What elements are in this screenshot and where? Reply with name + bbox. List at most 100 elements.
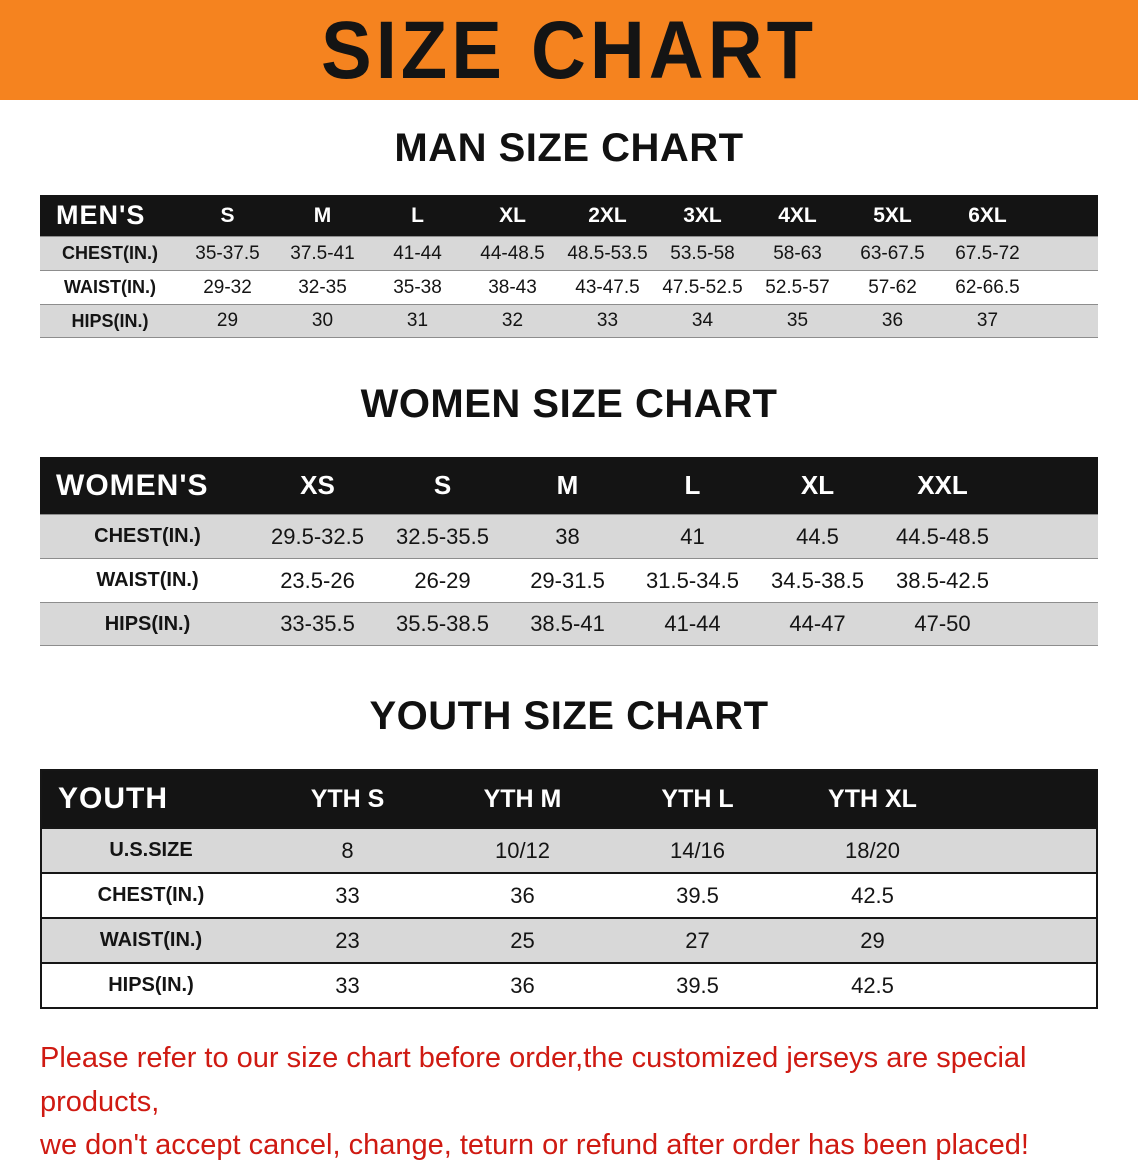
table-row: CHEST(IN.) 35-37.5 37.5-41 41-44 44-48.5 48.5… <box>40 236 1098 270</box>
table-row: WAIST(IN.) 23.5-26 26-29 29-31.5 31.5-34.5 34… <box>40 558 1098 602</box>
value-cell: 47.5-52.5 <box>662 276 743 298</box>
value-cell: 23.5-26 <box>280 567 355 593</box>
size-column-header: M <box>556 470 579 500</box>
value-cell: 35-37.5 <box>195 242 260 264</box>
size-column-header: 3XL <box>683 203 722 227</box>
size-column-header: XL <box>499 203 526 227</box>
size-column-header: YTH M <box>483 784 562 813</box>
size-column-header: YTH L <box>661 784 734 813</box>
table-row: HIPS(IN.) 33 36 39.5 42.5 <box>42 962 1096 1007</box>
table-header-row: YOUTH YTH S YTH M YTH L YTH XL <box>42 771 1096 827</box>
table-header-row: MEN'S S M L XL 2XL 3XL 4XL 5XL 6XL <box>40 195 1098 236</box>
table-row: CHEST(IN.) 33 36 39.5 42.5 <box>42 872 1096 917</box>
table-title-cell: WOMEN'S <box>56 468 209 502</box>
value-cell: 58-63 <box>773 242 822 264</box>
value-cell: 39.5 <box>676 882 719 908</box>
value-cell: 32 <box>501 310 524 331</box>
size-column-header: XS <box>300 470 335 500</box>
value-cell: 34.5-38.5 <box>771 567 864 593</box>
value-cell: 10/12 <box>494 837 551 863</box>
value-cell: 27 <box>685 927 710 953</box>
value-cell: 38 <box>555 523 580 549</box>
row-label: WAIST(IN.) <box>64 277 156 297</box>
row-label: CHEST(IN.) <box>62 243 158 263</box>
size-column-header: 2XL <box>588 203 627 227</box>
value-cell: 36 <box>881 310 904 331</box>
value-cell: 29 <box>860 927 885 953</box>
value-cell: 38.5-41 <box>530 611 605 636</box>
value-cell: 44-47 <box>789 611 846 636</box>
value-cell: 44.5-48.5 <box>896 523 989 549</box>
value-cell: 33 <box>335 882 360 908</box>
value-cell: 25 <box>510 927 535 953</box>
youth-section-heading: YOUTH SIZE CHART <box>369 694 769 738</box>
size-column-header: 5XL <box>873 203 912 227</box>
women-section-heading: WOMEN SIZE CHART <box>360 382 778 426</box>
value-cell: 31 <box>406 310 429 331</box>
size-column-header: L <box>684 470 701 500</box>
row-label: HIPS(IN.) <box>104 612 191 635</box>
value-cell: 38-43 <box>488 276 537 298</box>
footer-note-line1: Please refer to our size chart before or… <box>40 1042 1027 1118</box>
row-label: CHEST(IN.) <box>97 884 205 906</box>
value-cell: 39.5 <box>676 972 719 998</box>
value-cell: 29-31.5 <box>530 567 605 593</box>
table-title-cell: YOUTH <box>58 782 168 815</box>
row-label: HIPS(IN.) <box>71 310 149 331</box>
value-cell: 26-29 <box>414 567 471 593</box>
row-label: WAIST(IN.) <box>96 569 199 591</box>
table-row: WAIST(IN.) 23 25 27 29 <box>42 917 1096 962</box>
value-cell: 41-44 <box>393 242 442 264</box>
table-title-cell: MEN'S <box>56 200 146 230</box>
value-cell: 44-48.5 <box>480 242 545 264</box>
value-cell: 42.5 <box>851 972 894 998</box>
size-column-header: YTH S <box>310 784 385 813</box>
value-cell: 34 <box>691 310 714 331</box>
value-cell: 35 <box>786 310 809 331</box>
value-cell: 57-62 <box>868 276 917 298</box>
footer-note-line2: we don't accept cancel, change, teturn o… <box>40 1129 1029 1161</box>
row-label: WAIST(IN.) <box>99 929 203 951</box>
size-column-header: YTH XL <box>828 784 917 813</box>
value-cell: 36 <box>510 972 535 998</box>
value-cell: 67.5-72 <box>955 242 1020 264</box>
row-label: U.S.SIZE <box>109 839 193 861</box>
page-title: SIZE CHART <box>321 4 817 96</box>
value-cell: 42.5 <box>851 882 894 908</box>
value-cell: 53.5-58 <box>670 242 735 264</box>
size-column-header: 6XL <box>968 203 1007 227</box>
value-cell: 32-35 <box>298 276 347 298</box>
value-cell: 29.5-32.5 <box>271 523 364 549</box>
table-row: HIPS(IN.) 33-35.5 35.5-38.5 38.5-41 41-44 44-… <box>40 602 1098 646</box>
value-cell: 44.5 <box>796 523 839 549</box>
size-column-header: S <box>433 470 452 500</box>
value-cell: 38.5-42.5 <box>896 567 989 593</box>
banner: SIZE CHART <box>0 0 1138 100</box>
value-cell: 37 <box>976 310 999 331</box>
value-cell: 33 <box>596 310 619 331</box>
value-cell: 32.5-35.5 <box>396 523 489 549</box>
value-cell: 41 <box>680 523 705 549</box>
table-row: WAIST(IN.) 29-32 32-35 35-38 38-43 43-47.5 47.… <box>40 270 1098 304</box>
value-cell: 30 <box>311 310 334 331</box>
value-cell: 35.5-38.5 <box>396 611 489 636</box>
table-row: CHEST(IN.) 29.5-32.5 32.5-35.5 38 41 44.5 44.5… <box>40 514 1098 558</box>
size-column-header: 4XL <box>778 203 817 227</box>
size-column-header: S <box>220 203 235 227</box>
value-cell: 33 <box>335 972 360 998</box>
table-row: U.S.SIZE 8 10/12 14/16 18/20 <box>42 827 1096 872</box>
value-cell: 35-38 <box>393 276 442 298</box>
value-cell: 8 <box>341 837 354 863</box>
size-column-header: XL <box>800 470 835 500</box>
value-cell: 29 <box>216 310 239 331</box>
value-cell: 31.5-34.5 <box>646 567 739 593</box>
value-cell: 33-35.5 <box>280 611 355 636</box>
youth-size-table: YOUTH YTH S YTH M YTH L YTH XL U.S.SIZE 8 10/12… <box>40 769 1098 1009</box>
value-cell: 23 <box>335 927 360 953</box>
value-cell: 14/16 <box>669 837 726 863</box>
women-size-table: WOMEN'S XS S M L XL XXL CHEST(IN.) 29.5-32.5 32.5… <box>40 457 1098 646</box>
value-cell: 43-47.5 <box>575 276 640 298</box>
men-size-table: MEN'S S M L XL 2XL 3XL 4XL 5XL 6XL CHEST(IN.) 35-37… <box>40 195 1098 338</box>
value-cell: 63-67.5 <box>860 242 925 264</box>
